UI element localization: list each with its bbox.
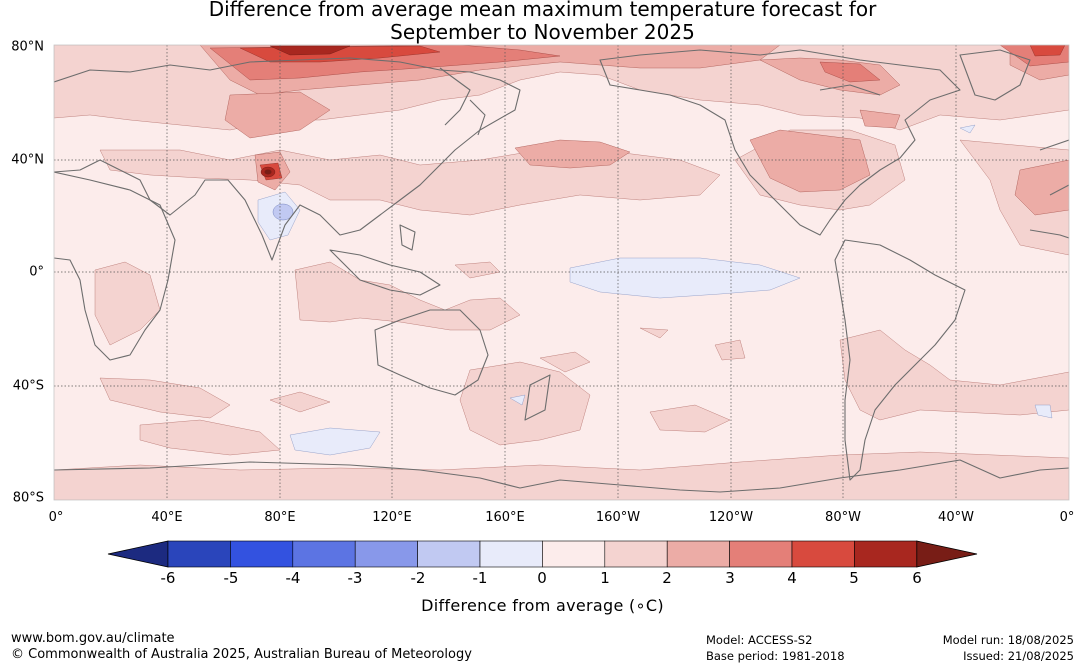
colour-swatch: [354, 540, 418, 568]
lon-label-0-east: 0°: [1059, 510, 1075, 525]
colour-swatch-extend-high: [916, 540, 978, 568]
model-name-text: Model: ACCESS-S2: [706, 633, 813, 647]
colour-tick-label: 5: [849, 569, 859, 587]
anomaly-band-minus-2-to-minus-1: [272, 203, 294, 221]
lat-label-80n: 80°N: [11, 39, 44, 55]
lat-label-40s: 40°S: [12, 378, 44, 394]
lon-label-160w: 160°W: [595, 510, 641, 525]
coastlines: [54, 49, 1069, 493]
lon-label-0-west: 0°: [48, 510, 64, 525]
graticule: [54, 45, 1069, 500]
colour-tick-label: -5: [223, 569, 239, 587]
colour-tick-label: 0: [537, 569, 547, 587]
temperature-anomaly-map: [53, 44, 1070, 501]
model-run-text: Model run: 18/08/2025: [942, 633, 1074, 647]
map-frame: [53, 44, 1070, 501]
colour-tick-label: 3: [725, 569, 735, 587]
base-period-text: Base period: 1981-2018: [706, 649, 845, 663]
colour-swatch: [417, 540, 481, 568]
lat-label-40n: 40°N: [11, 152, 44, 168]
map-title-line-2: September to November 2025: [390, 20, 695, 44]
colour-swatch: [729, 540, 793, 568]
colour-scale-bar: [107, 540, 978, 568]
colour-tick-label: 1: [600, 569, 610, 587]
anomaly-band-above-6: [264, 169, 272, 175]
colour-swatch: [791, 540, 855, 568]
lat-label-80s: 80°S: [12, 490, 44, 506]
lon-label-40w: 40°W: [938, 510, 974, 525]
colour-swatch: [666, 540, 730, 568]
colour-swatch: [479, 540, 543, 568]
lon-label-40e: 40°E: [151, 510, 183, 525]
lon-label-120w: 120°W: [708, 510, 754, 525]
colour-tick-label: -2: [410, 569, 426, 587]
colour-swatch: [292, 540, 356, 568]
colour-tick-label: 2: [662, 569, 672, 587]
colour-tick-label: -3: [347, 569, 363, 587]
map-title-line-1: Difference from average mean maximum tem…: [208, 0, 877, 21]
website-text: www.bom.gov.au/climate: [11, 631, 175, 646]
colour-swatch: [854, 540, 918, 568]
lon-label-160e: 160°E: [485, 510, 525, 525]
lon-label-80e: 80°E: [264, 510, 296, 525]
colour-swatch-extend-low: [107, 540, 169, 568]
colour-tick-label: -6: [160, 569, 176, 587]
colour-tick-label: 6: [912, 569, 922, 587]
colour-swatch: [604, 540, 668, 568]
anomaly-band-minus-1-to-0: [257, 124, 1053, 456]
colour-swatch: [167, 540, 231, 568]
colour-tick-label: -1: [472, 569, 488, 587]
copyright-text: © Commonwealth of Australia 2025, Austra…: [11, 647, 472, 662]
lon-label-120e: 120°E: [372, 510, 412, 525]
colour-tick-label: -4: [285, 569, 301, 587]
colour-swatch: [230, 540, 294, 568]
anomaly-band-5-to-6: [260, 45, 351, 178]
lon-label-80w: 80°W: [825, 510, 861, 525]
lat-label-0: 0°: [29, 264, 44, 280]
colour-tick-label: 4: [787, 569, 797, 587]
colour-scale-label: Difference from average (∘C): [421, 596, 664, 615]
colour-swatch: [542, 540, 606, 568]
issued-date-text: Issued: 21/08/2025: [963, 649, 1074, 663]
